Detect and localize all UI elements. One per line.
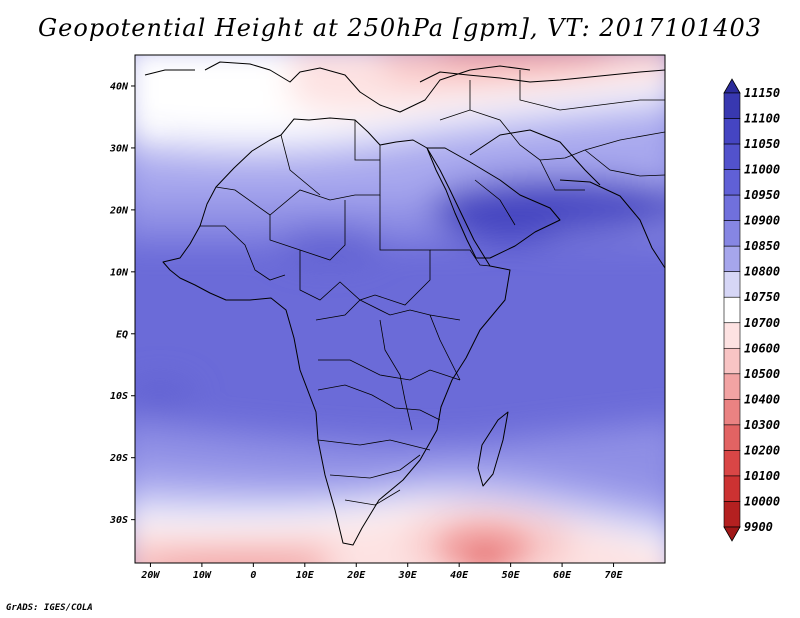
colorbar-bin xyxy=(723,194,741,221)
x-axis-ticks: 20W 10W 0 10E 20E 30E 40E 50E 60E 70E xyxy=(140,563,624,581)
y-tick-label: 30N xyxy=(109,143,129,154)
colorbar-label: 10850 xyxy=(744,239,780,253)
colorbar-bin xyxy=(723,118,741,145)
coastlines xyxy=(144,61,665,546)
y-tick-label: 10N xyxy=(110,267,129,278)
colorbar-top-arrow xyxy=(723,78,741,94)
colorbar-label: 10950 xyxy=(744,188,780,202)
x-tick-label: 60E xyxy=(553,570,572,581)
colorbar-bin xyxy=(723,245,741,273)
iberia-coast xyxy=(144,69,195,76)
x-tick-label: 30E xyxy=(398,570,418,581)
colorbar-label: 10600 xyxy=(744,341,780,355)
colorbar-label: 10750 xyxy=(744,290,780,304)
mediterranean-coast xyxy=(204,61,531,113)
colorbar-bin xyxy=(723,475,741,502)
colorbar-bin xyxy=(723,347,741,375)
x-tick-label: 40E xyxy=(450,570,469,581)
colorbar-bin xyxy=(723,296,741,324)
x-tick-label: 20E xyxy=(346,570,366,581)
colorbar-bin xyxy=(723,169,741,196)
colorbar-bin xyxy=(723,220,741,247)
colorbar-label: 11100 xyxy=(744,112,780,126)
colorbar-bin xyxy=(723,501,741,528)
colorbar-bin xyxy=(723,92,741,119)
map-frame xyxy=(134,54,666,564)
arabia-outline xyxy=(426,147,561,259)
colorbar-label: 11050 xyxy=(744,137,780,151)
colorbar-label: 10700 xyxy=(744,316,780,330)
country-borders xyxy=(200,70,665,506)
colorbar-label: 10900 xyxy=(744,214,780,228)
colorbar-bin xyxy=(723,399,741,426)
colorbar-bin xyxy=(723,271,741,298)
colorbar-bin xyxy=(723,424,741,451)
y-tick-label: 40N xyxy=(110,81,129,92)
colorbar-label: 10200 xyxy=(744,443,780,457)
y-tick-label: 30S xyxy=(109,515,128,526)
x-tick-label: 20W xyxy=(140,570,160,581)
colorbar-label: 10400 xyxy=(744,392,780,406)
colorbar-label: 9900 xyxy=(744,520,773,534)
colorbar-label: 10100 xyxy=(744,469,780,483)
persia-coast xyxy=(469,129,601,186)
x-tick-label: 10E xyxy=(296,570,315,581)
y-tick-label: 20N xyxy=(109,205,129,216)
y-tick-label: 10S xyxy=(110,391,128,402)
colorbar-label: 11000 xyxy=(744,163,780,177)
madagascar-outline xyxy=(477,411,509,487)
x-tick-label: 10W xyxy=(193,570,212,581)
colorbar: 11150 11100 11050 11000 10950 10900 10850 10800… xyxy=(723,78,780,542)
y-tick-label: 20S xyxy=(109,453,128,464)
chart-title: Geopotential Height at 250hPa [gpm], VT:… xyxy=(38,14,762,42)
colorbar-bin xyxy=(723,143,741,170)
colorbar-label: 10000 xyxy=(744,494,780,508)
colorbar-bin xyxy=(723,322,741,349)
y-axis-ticks: 40N 30N 20N 10N EQ 10S 20S 30S xyxy=(109,81,135,526)
africa-outline xyxy=(162,117,511,546)
footer-credit: GrADS: IGES/COLA xyxy=(6,603,93,613)
colorbar-label: 11150 xyxy=(744,86,780,100)
colorbar-label: 10800 xyxy=(744,265,780,279)
x-tick-label: 70E xyxy=(605,570,624,581)
colorbar-label: 10500 xyxy=(744,367,780,381)
colorbar-bin xyxy=(723,450,741,477)
colorbar-bin xyxy=(723,373,741,400)
colorbar-bottom-arrow xyxy=(723,526,741,542)
india-coast xyxy=(559,179,665,269)
x-tick-label: 0 xyxy=(250,570,256,581)
height-field xyxy=(135,55,665,563)
colorbar-label: 10300 xyxy=(744,418,780,432)
y-tick-label: EQ xyxy=(116,329,128,340)
black-sea-region xyxy=(419,69,665,83)
x-tick-label: 50E xyxy=(502,570,521,581)
